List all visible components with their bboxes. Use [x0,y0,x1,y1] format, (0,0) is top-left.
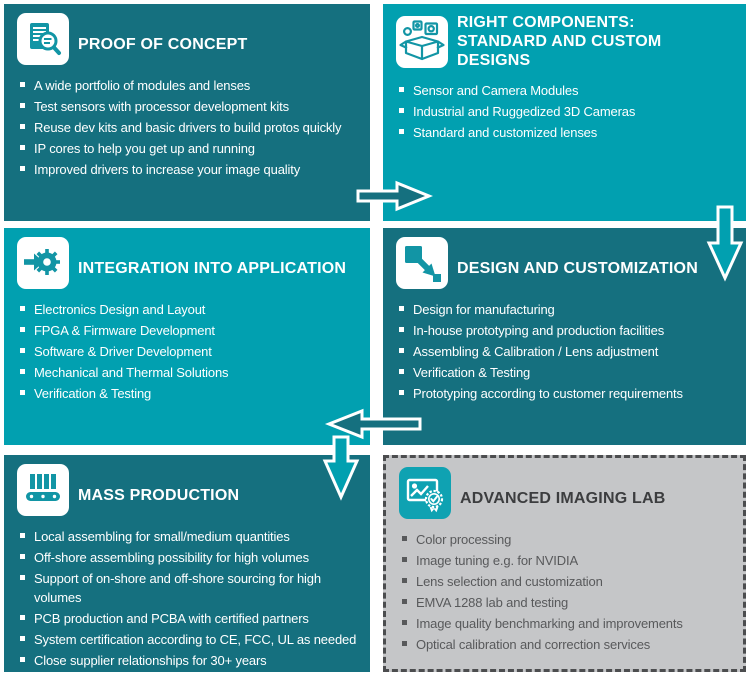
document-magnifier-icon-svg [30,23,61,55]
bullet-item: Optical calibration and correction servi… [402,635,739,654]
bullet-item: Image quality benchmarking and improveme… [402,614,739,633]
panel-title: DESIGN AND CUSTOMIZATION [457,259,698,277]
bullet-item: Assembling & Calibration / Lens adjustme… [399,342,742,361]
resize-arrow-icon [396,237,448,289]
bullet-item: Off-shore assembling possibility for hig… [20,548,366,567]
panel-title: PROOF OF CONCEPT [78,35,248,53]
bullet-item: PCB production and PCBA with certified p… [20,609,366,628]
bullet-item: In-house prototyping and production faci… [399,321,742,340]
panel-title-line1: RIGHT COMPONENTS: [457,14,635,31]
bullet-item: Design for manufacturing [399,300,742,319]
imaging-lab-icon [399,467,451,519]
conveyor-belt-icon-svg [26,474,60,501]
bullet-item: Improved drivers to increase your image … [20,160,366,179]
panel-title: INTEGRATION INTO APPLICATION [78,259,347,277]
panel-integration-into-application: INTEGRATION INTO APPLICATION Electronics… [4,228,370,445]
conveyor-belt-icon [17,464,69,516]
gear-integration-icon [17,237,69,289]
panel-proof-of-concept: PROOF OF CONCEPT A wide portfolio of mod… [4,4,370,221]
imaging-lab-icon-svg [406,478,444,513]
bullet-item: EMVA 1288 lab and testing [402,593,739,612]
bullet-item: Industrial and Ruggedized 3D Cameras [399,102,742,121]
bullet-item: FPGA & Firmware Development [20,321,366,340]
panel-right-components: RIGHT COMPONENTS: STANDARD AND CUSTOM DE… [383,4,746,221]
panel-header: MASS PRODUCTION [4,455,370,516]
bullet-item: Reuse dev kits and basic drivers to buil… [20,118,366,137]
bullet-item: Software & Driver Development [20,342,366,361]
bullet-item: Standard and customized lenses [399,123,742,142]
panel-title-line2: STANDARD AND CUSTOM DESIGNS [457,33,662,69]
bullet-item: System certification according to CE, FC… [20,630,366,649]
bullet-list: Sensor and Camera Modules Industrial and… [399,81,742,142]
gear-integration-icon-svg [24,249,60,275]
bullet-item: Lens selection and customization [402,572,739,591]
bullet-item: IP cores to help you get up and running [20,139,366,158]
panel-header: RIGHT COMPONENTS: STANDARD AND CUSTOM DE… [383,4,746,70]
bullet-item: A wide portfolio of modules and lenses [20,76,366,95]
bullet-item: Close supplier relationships for 30+ yea… [20,651,366,670]
panel-header: PROOF OF CONCEPT [4,4,370,65]
panel-title: ADVANCED IMAGING LAB [460,489,666,507]
bullet-item: Local assembling for small/medium quanti… [20,527,366,546]
panel-header: INTEGRATION INTO APPLICATION [4,228,370,289]
document-magnifier-icon [17,13,69,65]
bullet-item: Support of on-shore and off-shore sourci… [20,569,366,607]
bullet-list: Color processing Image tuning e.g. for N… [402,530,739,654]
panel-title: RIGHT COMPONENTS: STANDARD AND CUSTOM DE… [457,13,738,70]
resize-arrow-icon-svg [405,246,441,282]
bullet-item: Sensor and Camera Modules [399,81,742,100]
bullet-item: Prototyping according to customer requir… [399,384,742,403]
bullet-item: Test sensors with processor development … [20,97,366,116]
panel-title: MASS PRODUCTION [78,486,240,504]
bullet-item: Mechanical and Thermal Solutions [20,363,366,382]
panel-header: DESIGN AND CUSTOMIZATION [383,228,746,289]
bullet-item: Verification & Testing [20,384,366,403]
components-box-icon [396,15,448,68]
bullet-item: Image tuning e.g. for NVIDIA [402,551,739,570]
panel-design-and-customization: DESIGN AND CUSTOMIZATION Design for manu… [383,228,746,445]
bullet-item: Electronics Design and Layout [20,300,366,319]
bullet-item: Color processing [402,530,739,549]
bullet-list: Local assembling for small/medium quanti… [20,527,366,670]
bullet-list: Electronics Design and Layout FPGA & Fir… [20,300,366,403]
panel-header: ADVANCED IMAGING LAB [386,458,743,519]
panel-advanced-imaging-lab: ADVANCED IMAGING LAB Color processing Im… [383,455,746,672]
bullet-list: Design for manufacturing In-house protot… [399,300,742,403]
bullet-item: Verification & Testing [399,363,742,382]
bullet-list: A wide portfolio of modules and lenses T… [20,76,366,179]
panel-mass-production: MASS PRODUCTION Local assembling for sma… [4,455,370,672]
components-box-icon-svg [399,19,445,60]
